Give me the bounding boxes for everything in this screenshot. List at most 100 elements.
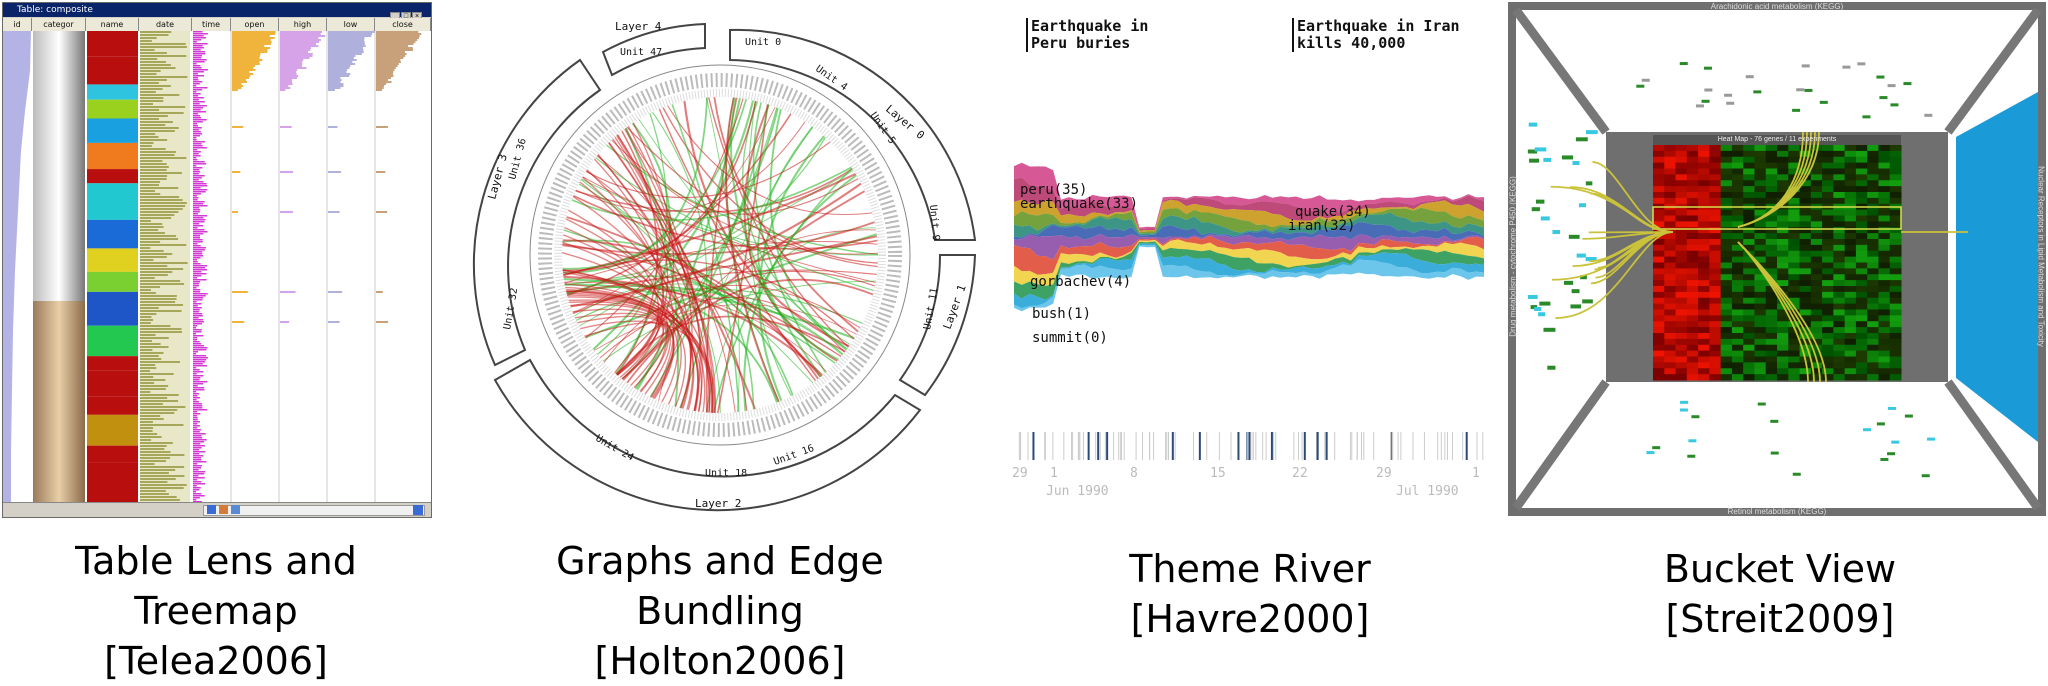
pathway-node <box>1543 158 1551 162</box>
heat-cell <box>1687 186 1699 192</box>
heat-cell <box>1833 192 1845 198</box>
column-header-name[interactable]: name <box>86 18 139 31</box>
heat-cell <box>1698 315 1710 321</box>
heat-cell <box>1878 310 1890 316</box>
close-bar <box>376 65 398 67</box>
time-bar <box>193 307 202 309</box>
heat-cell <box>1811 216 1823 222</box>
time-bar <box>193 317 199 319</box>
toolbar-icon-2[interactable] <box>219 505 228 514</box>
heatmap-cells[interactable] <box>1653 145 1902 381</box>
heat-cell <box>1788 245 1800 251</box>
date-bar <box>140 43 186 45</box>
heat-cell <box>1845 192 1857 198</box>
heat-cell <box>1687 163 1699 169</box>
time-bar <box>193 83 200 85</box>
heat-cell <box>1867 221 1879 227</box>
heat-cell <box>1878 357 1890 363</box>
heat-cell <box>1845 180 1857 186</box>
time-bar <box>193 131 201 133</box>
column-header-open[interactable]: open <box>231 18 279 31</box>
heat-cell <box>1754 339 1766 345</box>
heat-cell <box>1709 169 1721 175</box>
heat-cell <box>1664 216 1676 222</box>
open-bar <box>232 63 260 65</box>
caption-title-bucket-view: Bucket View <box>1530 544 2030 594</box>
date-bar <box>140 124 165 126</box>
heat-cell <box>1867 227 1879 233</box>
date-bar <box>140 289 151 291</box>
heat-cell <box>1788 251 1800 257</box>
column-header-time[interactable]: time <box>192 18 231 31</box>
date-bar <box>140 172 182 174</box>
heat-cell <box>1721 233 1733 239</box>
column-header-high[interactable]: high <box>279 18 327 31</box>
heat-cell <box>1811 239 1823 245</box>
heat-cell <box>1721 327 1733 333</box>
heat-cell <box>1822 327 1834 333</box>
time-bar <box>193 165 196 167</box>
heat-cell <box>1845 351 1857 357</box>
heat-cell <box>1788 368 1800 374</box>
time-bar <box>193 159 198 161</box>
theme-river-chart: Earthquake in Peru buries Earthquake in … <box>1010 12 1490 512</box>
time-bar <box>193 293 208 295</box>
heat-cell <box>1833 216 1845 222</box>
time-bar <box>193 379 200 381</box>
date-bar <box>140 31 171 33</box>
table-lens-window: Table: composite _□× id categor name dat… <box>2 2 432 518</box>
table-lens-body[interactable] <box>3 31 431 503</box>
pathway-node <box>1888 407 1896 410</box>
heat-cell <box>1833 263 1845 269</box>
heat-cell <box>1721 163 1733 169</box>
heat-cell <box>1687 286 1699 292</box>
low-bar <box>328 47 363 49</box>
heat-cell <box>1698 233 1710 239</box>
scroll-right-arrow-icon[interactable] <box>413 505 423 515</box>
column-header-id[interactable]: id <box>3 18 32 31</box>
column-header-date[interactable]: date <box>139 18 192 31</box>
heat-cell <box>1743 357 1755 363</box>
heat-cell <box>1687 345 1699 351</box>
heat-cell <box>1687 315 1699 321</box>
heat-cell <box>1890 157 1902 163</box>
heat-cell <box>1743 151 1755 157</box>
time-bar <box>193 163 206 165</box>
column-header-close[interactable]: close <box>375 18 431 31</box>
heat-cell <box>1653 298 1665 304</box>
heat-cell <box>1890 180 1902 186</box>
heat-cell <box>1664 163 1676 169</box>
heat-cell <box>1664 333 1676 339</box>
heat-cell <box>1698 163 1710 169</box>
heat-cell <box>1845 280 1857 286</box>
heat-cell <box>1732 333 1744 339</box>
time-bar <box>193 333 196 335</box>
window-title-bar[interactable]: Table: composite <box>3 3 431 17</box>
time-bar <box>193 357 208 359</box>
column-header-low[interactable]: low <box>327 18 375 31</box>
high-bar <box>280 53 313 55</box>
toolbar-icon-1[interactable] <box>207 505 216 514</box>
date-bar <box>140 46 187 48</box>
toolbar-icon-3[interactable] <box>231 505 240 514</box>
pathway-node <box>1562 155 1573 159</box>
heat-cell <box>1800 198 1812 204</box>
heat-cell <box>1653 180 1665 186</box>
date-bar <box>140 34 169 36</box>
heat-cell <box>1721 333 1733 339</box>
heat-cell <box>1878 298 1890 304</box>
heat-cell <box>1878 186 1890 192</box>
heat-cell <box>1822 163 1834 169</box>
heat-cell <box>1754 157 1766 163</box>
time-bar <box>193 255 203 257</box>
heat-cell <box>1845 368 1857 374</box>
open-bar <box>232 71 249 73</box>
heat-cell <box>1709 210 1721 216</box>
heat-cell <box>1676 351 1688 357</box>
heat-cell <box>1878 210 1890 216</box>
heat-cell <box>1732 368 1744 374</box>
date-bar <box>140 121 173 123</box>
column-header-category[interactable]: categor <box>32 18 86 31</box>
time-bar <box>193 437 202 439</box>
heat-cell <box>1709 374 1721 380</box>
